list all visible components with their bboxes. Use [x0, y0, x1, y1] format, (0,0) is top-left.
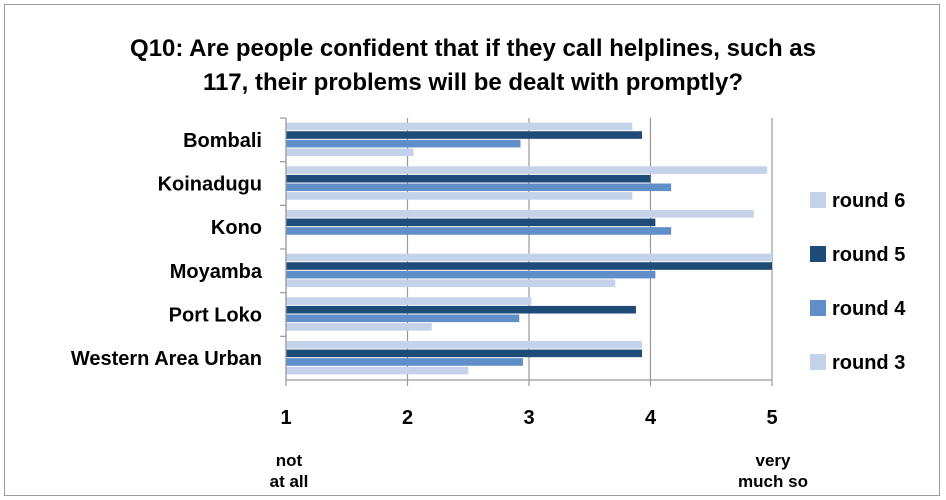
- x-end-label-low-text: not at all: [269, 451, 309, 491]
- legend-label: round 3: [832, 352, 906, 374]
- category-label-moyamba: Moyamba: [170, 261, 263, 283]
- bar-port-loko-round-6: [286, 297, 532, 305]
- bar-bombali-round-3: [286, 148, 414, 157]
- x-tick-label-1: 1: [280, 407, 291, 429]
- bar-moyamba-round-4: [286, 270, 656, 279]
- bar-western-area-urban-round-6: [286, 340, 642, 349]
- legend-item-round-5: round 5: [810, 244, 905, 267]
- category-label-kono: Kono: [211, 217, 262, 239]
- legend-item-round-4: round 4: [810, 298, 905, 321]
- legend-swatch: [810, 192, 826, 208]
- legend-label: round 6: [832, 190, 906, 212]
- x-end-label-high-text: very much so: [738, 451, 808, 491]
- category-label-port-loko: Port Loko: [169, 305, 262, 327]
- bar-western-area-urban-round-4: [286, 358, 523, 366]
- legend-item-round-6: round 6: [810, 190, 905, 213]
- x-tick-label-4: 4: [645, 407, 657, 429]
- bar-port-loko-round-4: [286, 314, 520, 323]
- category-label-koinadugu: Koinadugu: [158, 174, 262, 196]
- bar-moyamba-round-5: [286, 262, 772, 270]
- legend-item-round-3: round 3: [810, 352, 905, 375]
- category-label-western-area-urban: Western Area Urban: [71, 348, 262, 370]
- legend-label: round 5: [832, 244, 906, 266]
- legend-label: round 4: [832, 298, 906, 320]
- chart-frame: [4, 4, 940, 496]
- bar-moyamba-round-6: [286, 253, 772, 262]
- x-tick-label-3: 3: [523, 407, 534, 429]
- bar-bombali-round-4: [286, 139, 521, 148]
- legend-swatch: [810, 354, 826, 370]
- bar-western-area-urban-round-3: [286, 366, 469, 375]
- chart-title-line-1: Q10: Are people confident that if they c…: [130, 35, 816, 62]
- x-tick-label-2: 2: [402, 407, 413, 429]
- bar-koinadugu-round-4: [286, 183, 672, 192]
- bar-koinadugu-round-6: [286, 166, 768, 174]
- bar-kono-round-5: [286, 218, 656, 227]
- bar-bombali-round-5: [286, 131, 642, 139]
- legend-swatch: [810, 246, 826, 262]
- bar-moyamba-round-3: [286, 279, 616, 288]
- bar-bombali-round-6: [286, 122, 633, 131]
- bar-kono-round-6: [286, 209, 754, 218]
- bar-western-area-urban-round-5: [286, 349, 642, 358]
- category-label-bombali: Bombali: [183, 130, 262, 152]
- legend-swatch: [810, 300, 826, 316]
- bar-port-loko-round-5: [286, 305, 636, 314]
- bar-port-loko-round-3: [286, 323, 432, 331]
- bar-kono-round-4: [286, 227, 672, 235]
- bar-koinadugu-round-3: [286, 192, 633, 200]
- x-end-label-low: not at all: [249, 450, 329, 492]
- bar-koinadugu-round-5: [286, 174, 651, 183]
- x-tick-label-5: 5: [766, 407, 777, 429]
- x-end-label-high: very much so: [723, 450, 823, 492]
- chart-title-line-2: 117, their problems will be dealt with p…: [202, 69, 744, 96]
- chart-title: Q10: Are people confident that if they c…: [0, 32, 946, 100]
